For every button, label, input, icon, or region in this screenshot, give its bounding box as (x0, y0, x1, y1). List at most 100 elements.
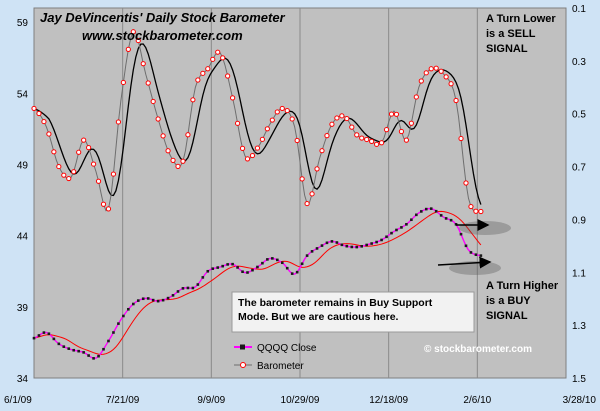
barometer-point (140, 61, 146, 67)
qqqq-close-point (439, 214, 443, 217)
qqqq-close-point (280, 261, 284, 265)
qqqq-close-point (444, 217, 448, 220)
barometer-point (36, 110, 42, 117)
barometer-point (289, 116, 295, 122)
qqqq-close-point (191, 286, 195, 290)
barometer-point (388, 111, 395, 117)
qqqq-close-point (325, 241, 329, 245)
qqqq-close-point (196, 283, 200, 286)
qqqq-close-point (171, 294, 175, 297)
qqqq-close-point (246, 271, 249, 274)
qqqq-close-point (112, 331, 115, 334)
qqqq-close-point (176, 290, 180, 293)
y-right-tick-label: 0.1 (572, 4, 586, 15)
barometer-point (200, 70, 206, 76)
qqqq-close-point (251, 268, 254, 272)
qqqq-close-point (236, 266, 239, 269)
qqqq-close-point (355, 245, 359, 249)
qqqq-close-point (285, 266, 289, 270)
barometer-point (334, 115, 340, 121)
sell-signal-annotation: is a SELL (486, 28, 536, 40)
barometer-point (463, 180, 469, 186)
qqqq-close-point (181, 287, 185, 290)
qqqq-close-point (47, 332, 51, 336)
barometer-point (453, 97, 459, 104)
qqqq-close-point (261, 261, 264, 265)
barometer-point (344, 115, 350, 122)
barometer-point (225, 73, 231, 79)
barometer-point (105, 206, 112, 212)
qqqq-close-point (52, 337, 56, 341)
qqqq-close-point (370, 242, 373, 245)
qqqq-close-point (226, 263, 229, 266)
barometer-point (274, 109, 280, 115)
barometer-point (354, 132, 360, 138)
x-tick-label: 10/29/09 (281, 395, 320, 406)
barometer-point (279, 105, 285, 112)
barometer-point (125, 46, 131, 52)
sell-arrow-shadow (459, 221, 511, 235)
y-right-tick-label: 0.3 (572, 57, 586, 68)
note-text: The barometer remains in Buy Support (238, 297, 433, 309)
barometer-point (76, 149, 82, 155)
barometer-point (339, 113, 345, 119)
barometer-point (428, 66, 434, 72)
barometer-point (383, 127, 390, 133)
qqqq-close-point (117, 322, 120, 325)
y-right-tick-label: 0.7 (572, 163, 586, 174)
barometer-point (423, 70, 429, 76)
legend-qqqq-label: QQQQ Close (257, 343, 317, 354)
qqqq-close-point (141, 297, 145, 301)
qqqq-close-point (320, 244, 324, 247)
barometer-point (403, 137, 409, 143)
barometer-point (195, 77, 201, 83)
qqqq-close-point (295, 270, 299, 274)
qqqq-close-point (166, 296, 170, 300)
barometer-point (299, 176, 305, 182)
qqqq-close-point (479, 254, 483, 257)
y-left-tick-label: 54 (17, 89, 29, 100)
qqqq-close-point (350, 245, 354, 249)
qqqq-close-point (400, 226, 403, 229)
barometer-point (175, 163, 181, 170)
qqqq-close-point (345, 244, 349, 248)
qqqq-close-point (330, 240, 334, 243)
barometer-point (86, 145, 92, 151)
barometer-point (304, 200, 310, 207)
barometer-point (319, 148, 325, 154)
qqqq-close-point (216, 266, 220, 269)
note-text: Mode. But we are cautious here. (238, 311, 399, 323)
qqqq-close-point (459, 232, 463, 236)
barometer-point (249, 152, 256, 159)
barometer-point (309, 191, 315, 197)
watermark: © stockbarometer.com (424, 344, 532, 355)
barometer-point (239, 145, 246, 151)
chart-text: Jay DeVincentis' Daily Stock Barometer ww… (40, 10, 559, 372)
barometer-point (56, 163, 62, 170)
qqqq-close-point (62, 345, 66, 348)
qqqq-close-point (42, 331, 46, 334)
barometer-point (31, 105, 37, 112)
barometer-point (443, 74, 449, 80)
barometer-point (46, 131, 52, 137)
barometer-point (359, 135, 365, 141)
qqqq-close-point (256, 265, 259, 269)
barometer-point (135, 37, 141, 44)
y-left-tick-label: 39 (17, 303, 29, 314)
chart-subtitle: www.stockbarometer.com (82, 28, 243, 43)
qqqq-close-point (380, 238, 383, 242)
barometer-point (468, 203, 474, 210)
qqqq-close-point (360, 245, 364, 248)
barometer-point (110, 171, 117, 177)
barometer-point (254, 145, 261, 151)
barometer-point (160, 133, 166, 139)
qqqq-close-point (77, 349, 80, 353)
barometer-point (61, 172, 67, 178)
barometer-point (364, 136, 370, 143)
x-tick-label: 9/9/09 (197, 395, 225, 406)
qqqq-close-point (186, 286, 190, 290)
barometer-point (165, 148, 171, 154)
qqqq-close-point (365, 243, 368, 247)
qqqq-close-point (102, 347, 105, 351)
y-left-tick-label: 34 (17, 374, 29, 385)
